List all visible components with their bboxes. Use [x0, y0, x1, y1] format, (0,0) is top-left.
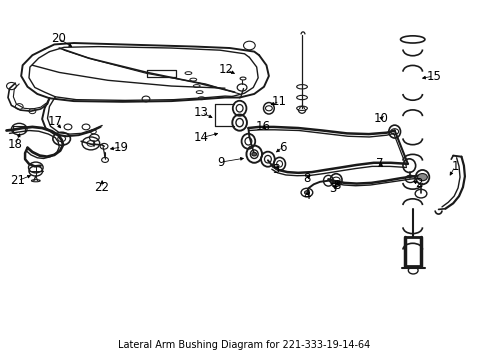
Text: Lateral Arm Bushing Diagram for 221-333-19-14-64: Lateral Arm Bushing Diagram for 221-333-… [118, 340, 370, 350]
Text: 17: 17 [48, 116, 62, 129]
Text: 2: 2 [414, 177, 422, 190]
Text: 18: 18 [8, 138, 23, 151]
Text: 16: 16 [255, 121, 270, 134]
Text: 7: 7 [376, 157, 383, 170]
Text: 6: 6 [278, 140, 285, 153]
Text: 8: 8 [333, 179, 340, 192]
Text: 4: 4 [303, 189, 310, 202]
Text: 22: 22 [94, 181, 109, 194]
Circle shape [417, 174, 427, 181]
Text: 8: 8 [303, 172, 310, 185]
Text: 5: 5 [272, 163, 279, 176]
Text: 14: 14 [194, 131, 209, 144]
Text: 15: 15 [426, 69, 440, 82]
Text: 19: 19 [114, 140, 129, 153]
Text: 20: 20 [51, 32, 65, 45]
Text: 1: 1 [450, 160, 458, 173]
Text: 13: 13 [194, 106, 208, 119]
Text: 3: 3 [329, 183, 336, 195]
Text: 21: 21 [10, 174, 25, 187]
Text: 12: 12 [218, 63, 233, 76]
Text: 11: 11 [271, 95, 286, 108]
Text: 9: 9 [217, 156, 224, 168]
Text: 10: 10 [373, 112, 387, 125]
Circle shape [304, 191, 309, 194]
Circle shape [251, 152, 256, 156]
